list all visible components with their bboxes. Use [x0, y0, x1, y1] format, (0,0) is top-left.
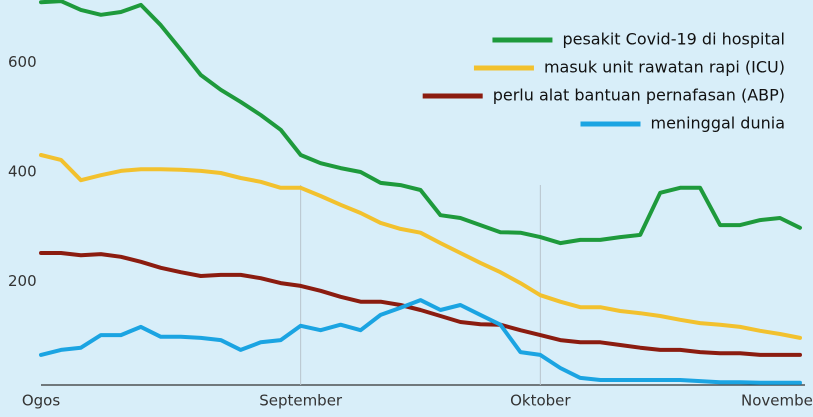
legend-label: meninggal dunia	[651, 114, 786, 133]
y-tick-label: 600	[8, 53, 37, 71]
y-tick-label: 400	[8, 162, 37, 180]
x-tick-label: Oktober	[510, 392, 571, 410]
series-line	[39, 153, 802, 340]
x-tick-label: November	[741, 392, 813, 410]
series-line	[39, 298, 802, 385]
x-tick-label: September	[259, 392, 343, 410]
x-tick-label: Ogos	[22, 392, 61, 410]
series-line	[39, 251, 802, 357]
series-line	[39, 0, 802, 246]
legend-label: pesakit Covid-19 di hospital	[562, 30, 785, 49]
legend-label: perlu alat bantuan pernafasan (ABP)	[493, 86, 785, 105]
y-tick-label: 200	[8, 272, 37, 290]
legend-label: masuk unit rawatan rapi (ICU)	[544, 58, 785, 77]
